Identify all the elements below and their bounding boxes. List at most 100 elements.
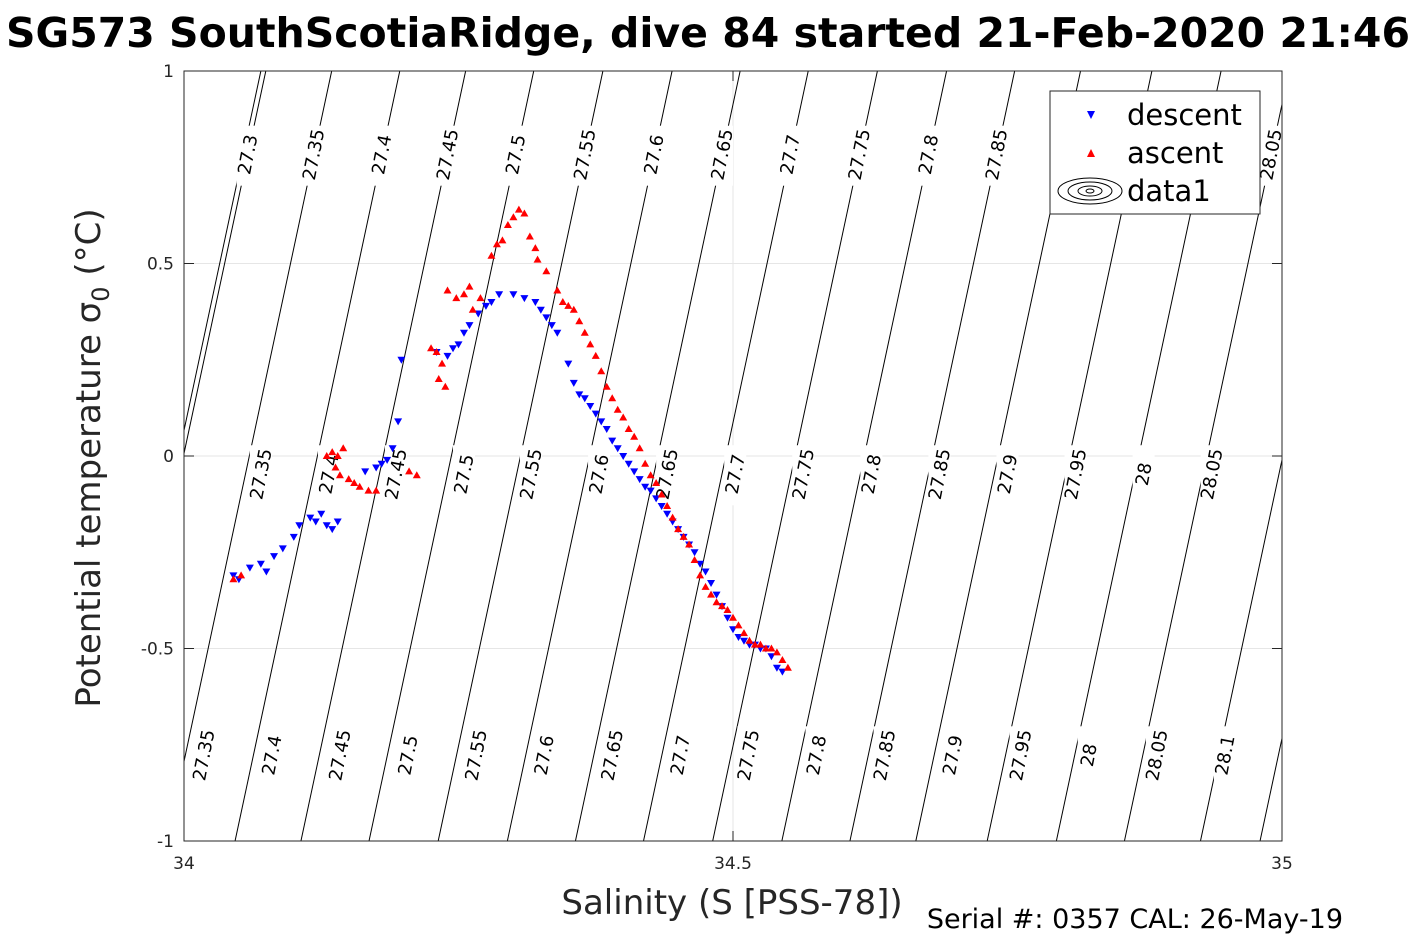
ascent-point [761, 644, 770, 652]
ascent-point [492, 240, 501, 248]
ascent-point [712, 598, 721, 606]
descent-point [278, 545, 287, 553]
ascent-point [553, 286, 562, 294]
y-tick-label: 1 [163, 62, 174, 82]
ascent-point [613, 405, 622, 413]
ascent-point [509, 213, 518, 221]
y-tick-label: -1 [157, 832, 174, 852]
legend-descent-label: descent [1127, 98, 1242, 132]
descent-point [597, 418, 606, 426]
ascent-point [533, 255, 542, 263]
ascent-point [608, 394, 617, 402]
descent-point [520, 295, 529, 303]
isopycnal-label-bg [656, 445, 679, 506]
descent-point [657, 503, 666, 511]
ascent-point [412, 471, 421, 479]
descent-point [630, 468, 639, 476]
ascent-point [434, 375, 443, 382]
y-tick-label: -0.5 [141, 640, 174, 660]
isopycnal-label-bg [1132, 445, 1155, 506]
isopycnal-label-bg [465, 726, 488, 787]
ascent-point [229, 575, 238, 583]
isopycnal-label-bg [436, 125, 459, 186]
ascent-point [586, 340, 595, 348]
series-ascent [229, 205, 792, 671]
isopycnal-label-bg [504, 125, 527, 186]
descent-point [646, 487, 655, 495]
descent-point [459, 329, 468, 337]
descent-point [311, 518, 320, 526]
ascent-point [641, 459, 650, 467]
descent-point [388, 445, 397, 453]
ascent-point [564, 301, 573, 309]
isopycnal-label-bg [236, 125, 259, 186]
isopycnal-label-bg [384, 445, 407, 506]
descent-point [619, 453, 628, 460]
isopycnal-label-bg [873, 726, 896, 787]
isopycnal-label-bg [192, 726, 215, 787]
serial-cal-footer: Serial #: 0357 CAL: 26-May-19 [927, 904, 1343, 935]
isopycnal-label-bg [519, 445, 542, 506]
ascent-point [696, 571, 705, 579]
chart-title: SG573 SouthScotiaRidge, dive 84 started … [6, 9, 1410, 57]
descent-point [707, 580, 716, 588]
ascent-point [344, 475, 353, 483]
descent-point [701, 568, 710, 576]
ascent-point [476, 294, 485, 302]
isopycnal-label-bg [669, 726, 692, 787]
descent-point [635, 476, 644, 484]
legend-ascent-label: ascent [1127, 136, 1223, 170]
isopycnal-line [184, 71, 333, 764]
isopycnal-label-bg [805, 726, 828, 787]
isopycnal-line [234, 71, 401, 841]
ascent-point [427, 344, 436, 352]
isopycnal-label-bg [1064, 445, 1087, 506]
descent-point [624, 460, 633, 468]
y-axis-label-subscript: 0 [87, 286, 115, 301]
descent-point [295, 522, 304, 530]
ascent-point [333, 452, 342, 459]
ascent-point [355, 482, 364, 490]
legend-box [1049, 90, 1261, 215]
ascent-point [783, 663, 792, 671]
descent-point [397, 356, 406, 364]
axis-ticks: 34 34.5 35 -1 -0.5 0 0.5 1 [141, 62, 1293, 874]
isopycnal-label-bg [1260, 125, 1283, 186]
isopycnal-label-bg [601, 726, 624, 787]
descent-point [465, 322, 474, 330]
ascent-point [465, 282, 474, 290]
ascent-point [322, 452, 331, 459]
isopycnal-label-bg [996, 445, 1019, 506]
ascent-point [739, 629, 748, 637]
descent-point [328, 526, 337, 534]
ascent-point [350, 478, 359, 486]
x-tick-label: 34 [173, 854, 195, 874]
ascent-point [756, 640, 765, 648]
isopycnal-label-bg [917, 125, 940, 186]
isopycnal-label-bg [588, 445, 611, 506]
isopycnal-line [368, 71, 535, 841]
y-tick-label: 0 [163, 447, 174, 467]
legend-data1-label: data1 [1127, 174, 1211, 208]
descent-point [306, 514, 315, 522]
isopycnal-label-bg [792, 445, 815, 506]
ascent-point [443, 286, 452, 294]
descent-point [690, 549, 699, 557]
descent-point [361, 468, 370, 476]
y-tick-label: 0.5 [147, 255, 174, 275]
isopycnal-label-bg [260, 726, 283, 787]
ascent-point [767, 644, 776, 652]
ascent-point [452, 294, 461, 302]
ascent-point [718, 602, 727, 610]
ascent-point [558, 298, 567, 305]
y-axis-label-symbol: σ [69, 302, 109, 324]
descent-point [394, 418, 403, 426]
isopycnal-label-bg [985, 125, 1008, 186]
descent-point [553, 329, 562, 337]
descent-point [602, 426, 611, 434]
ascent-point [542, 267, 551, 275]
ascent-point [685, 540, 694, 548]
descent-point [542, 314, 551, 322]
ascent-point [619, 413, 628, 421]
ascent-point [674, 525, 683, 533]
